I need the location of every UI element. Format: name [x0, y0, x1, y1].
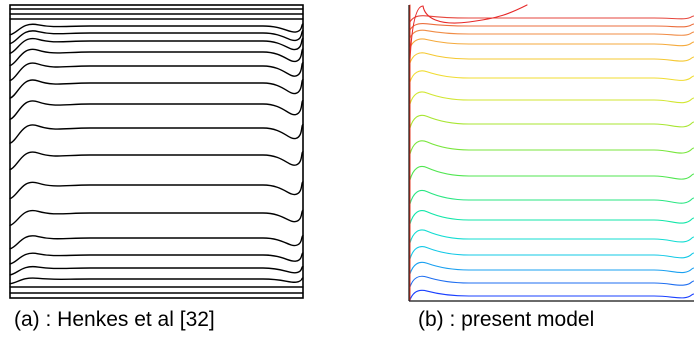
isotherm-line [409, 15, 694, 23]
isotherm-line [9, 181, 304, 200]
panel-a-frame [9, 4, 304, 299]
isotherm-line [409, 165, 694, 181]
isotherm-line [9, 209, 304, 227]
panel-b-caption: (b) : present model [418, 308, 595, 331]
isotherm-line [409, 289, 694, 301]
panel-b-present-model-contours [408, 4, 694, 302]
isotherm-line [9, 277, 304, 285]
isotherm-line [9, 150, 304, 171]
isotherm-line [409, 275, 694, 288]
isotherm-line [409, 4, 528, 61]
isotherm-line [409, 246, 694, 260]
isotherm-line [409, 189, 694, 205]
isotherm-line [409, 210, 694, 225]
isotherm-line [9, 37, 304, 54]
isotherm-line [409, 261, 694, 275]
isotherm-line [9, 99, 304, 121]
isotherm-line [409, 229, 694, 244]
panel-a-caption: (a) : Henkes et al [32] [14, 308, 215, 331]
isotherm-line [9, 252, 304, 265]
isotherm-line [9, 48, 304, 67]
panel-b-isotherms [409, 4, 694, 301]
panel-a-isotherms [9, 8, 304, 294]
isotherm-line [9, 23, 304, 36]
isotherm-line [409, 22, 694, 31]
isotherm-line [409, 70, 694, 83]
isotherm-line [409, 114, 694, 129]
isotherm-line [9, 123, 304, 144]
isotherm-line [9, 61, 304, 82]
isotherm-line [409, 91, 694, 105]
panel-a-henkes-contours [9, 4, 304, 299]
isotherm-line [9, 78, 304, 99]
isotherm-line [409, 52, 694, 64]
isotherm-line [409, 140, 694, 155]
isotherm-line [409, 29, 694, 39]
isotherm-line [9, 265, 304, 276]
isotherm-line [9, 29, 304, 45]
isotherm-line [409, 38, 694, 49]
isotherm-line [9, 234, 304, 250]
